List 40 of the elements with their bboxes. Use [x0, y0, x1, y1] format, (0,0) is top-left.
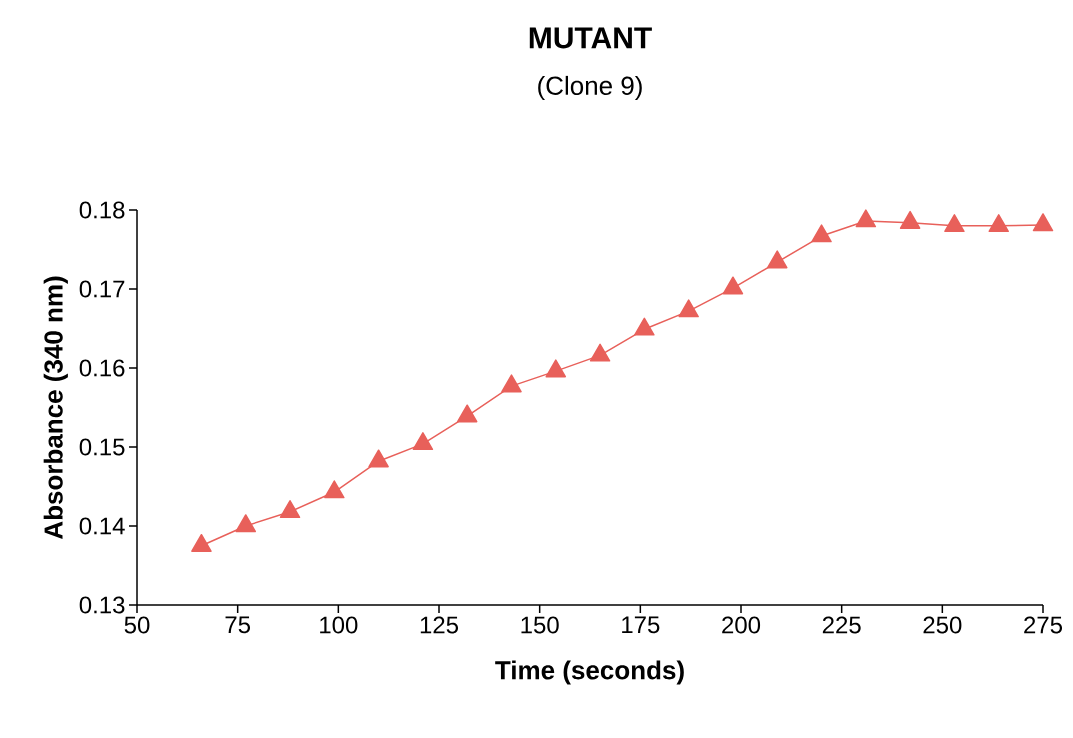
point	[899, 210, 921, 229]
point	[944, 214, 965, 233]
x-tick-label: 225	[822, 616, 861, 634]
point	[988, 214, 1009, 233]
y-tick-label: 0.13	[79, 596, 125, 614]
chart-title: MUTANT	[529, 27, 652, 49]
x-tick-label: 175	[622, 616, 660, 634]
point	[191, 533, 212, 552]
y-tick-label: 0.16	[79, 359, 125, 377]
point	[545, 359, 567, 378]
point	[324, 480, 345, 499]
point	[1032, 213, 1054, 232]
point	[678, 299, 699, 318]
y-tick-label: 0.18	[79, 201, 125, 219]
x-tick-label: 275	[1024, 616, 1063, 634]
y-tick-label: 0.17	[79, 280, 125, 298]
point	[766, 250, 788, 269]
point	[279, 500, 301, 519]
x-axis-title: Time (seconds)	[495, 660, 684, 685]
point	[235, 514, 256, 533]
x-tick-label: 150	[521, 616, 559, 634]
x-tick-label: 200	[722, 616, 761, 634]
point	[855, 209, 877, 228]
x-tick-label: 250	[923, 616, 962, 634]
point	[456, 404, 478, 423]
point	[722, 276, 744, 295]
chart-subtitle: (Clone 9)	[538, 75, 642, 101]
point	[589, 343, 611, 362]
point	[368, 449, 389, 468]
point	[412, 432, 434, 451]
point	[811, 224, 832, 243]
x-tick-label: 75	[225, 616, 251, 634]
x-tick-label: 50	[124, 616, 150, 634]
x-tick-label: 125	[420, 616, 459, 634]
point	[634, 317, 655, 336]
x-tick-label: 100	[320, 616, 358, 634]
y-tick-label: 0.15	[79, 438, 125, 456]
point	[501, 374, 522, 393]
y-axis-title: Absorbance (340 nm)	[43, 276, 68, 540]
y-tick-label: 0.14	[79, 517, 125, 535]
